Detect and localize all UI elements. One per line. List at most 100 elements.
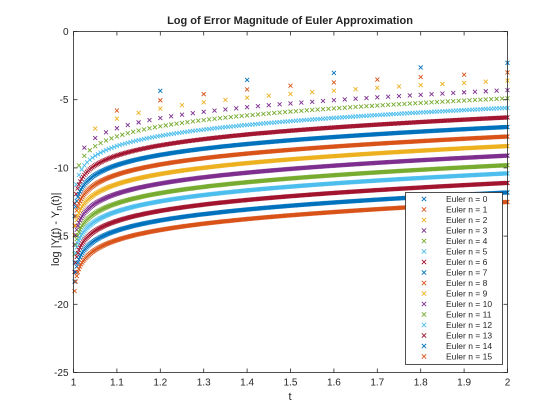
- data-point: [293, 108, 299, 114]
- data-point: [499, 96, 505, 101]
- data-point: [79, 167, 84, 172]
- data-point: [76, 172, 82, 178]
- data-point: [174, 121, 179, 126]
- data-point: [421, 290, 427, 297]
- data-point: [326, 106, 331, 112]
- data-point: [364, 103, 369, 109]
- legend-entry: Euler n = 9: [446, 289, 488, 299]
- data-point: [75, 250, 81, 256]
- data-point: [223, 107, 228, 112]
- data-point: [113, 153, 118, 159]
- x-tick-label: 1.4: [240, 378, 254, 389]
- data-point: [217, 115, 223, 121]
- data-point: [337, 105, 342, 111]
- data-point: [421, 343, 427, 349]
- data-point: [494, 96, 499, 102]
- data-point: [82, 153, 87, 159]
- legend-entry: Euler n = 8: [446, 278, 488, 288]
- data-point: [266, 93, 272, 99]
- data-point: [440, 81, 445, 87]
- data-point: [163, 123, 169, 128]
- data-point: [147, 125, 152, 131]
- legend-entry: Euler n = 3: [446, 226, 488, 236]
- data-point: [223, 97, 228, 103]
- data-point: [75, 260, 81, 265]
- data-point: [288, 109, 293, 114]
- data-point: [122, 150, 128, 156]
- data-point: [190, 119, 196, 124]
- data-point: [421, 206, 427, 213]
- data-point: [75, 223, 81, 229]
- data-point: [136, 120, 141, 125]
- data-point: [75, 241, 81, 246]
- data-point: [407, 101, 413, 106]
- data-point: [73, 242, 78, 248]
- data-point: [130, 129, 136, 135]
- x-tick-label: 1.3: [197, 378, 211, 389]
- data-point: [450, 98, 456, 104]
- series-9: [72, 143, 510, 238]
- data-point: [418, 65, 424, 70]
- legend-entry: Euler n = 11: [446, 310, 492, 320]
- data-point: [117, 152, 122, 157]
- data-point: [114, 125, 120, 131]
- data-point: [488, 96, 494, 102]
- data-point: [87, 147, 93, 153]
- data-point: [461, 98, 467, 103]
- legend-entry: Euler n = 14: [446, 341, 492, 351]
- data-point: [266, 102, 272, 108]
- data-point: [331, 70, 337, 76]
- data-point: [421, 332, 427, 339]
- data-point: [201, 91, 207, 97]
- data-point: [299, 100, 304, 105]
- x-tick-label: 1.6: [327, 378, 341, 389]
- data-point: [261, 111, 266, 117]
- data-point: [120, 132, 125, 138]
- data-point: [136, 110, 141, 116]
- data-point: [421, 311, 427, 318]
- data-point: [309, 89, 315, 95]
- data-point: [456, 98, 461, 104]
- data-point: [107, 155, 113, 161]
- legend-entry: Euler n = 5: [446, 247, 488, 257]
- data-point: [412, 100, 418, 106]
- data-point: [353, 96, 358, 102]
- data-point: [118, 151, 124, 157]
- data-point: [483, 97, 489, 102]
- data-point: [421, 217, 427, 223]
- data-point: [75, 194, 81, 200]
- data-point: [421, 301, 427, 307]
- data-point: [103, 157, 109, 162]
- series-0: [157, 60, 510, 94]
- data-point: [103, 138, 109, 143]
- data-point: [418, 74, 424, 80]
- data-point: [73, 279, 78, 284]
- data-point: [421, 259, 427, 265]
- data-point: [190, 110, 196, 116]
- series-10: [72, 153, 510, 248]
- data-point: [121, 151, 126, 156]
- data-point: [90, 155, 95, 160]
- data-point: [109, 136, 114, 141]
- data-point: [418, 92, 424, 98]
- series-11: [72, 162, 510, 257]
- data-point: [152, 124, 158, 130]
- data-point: [472, 97, 478, 103]
- data-point: [77, 179, 83, 184]
- data-point: [157, 88, 163, 94]
- data-point: [114, 153, 120, 158]
- data-point: [157, 106, 163, 111]
- data-point: [99, 159, 105, 164]
- data-point: [185, 119, 190, 125]
- data-point: [114, 134, 120, 139]
- data-point: [75, 213, 81, 219]
- legend-entry: Euler n = 10: [446, 299, 492, 309]
- data-point: [168, 122, 174, 127]
- data-point: [244, 95, 250, 100]
- data-point: [233, 105, 239, 111]
- data-point: [76, 163, 82, 168]
- legend-entry: Euler n = 6: [446, 257, 488, 267]
- data-point: [82, 145, 87, 150]
- data-point: [342, 105, 348, 110]
